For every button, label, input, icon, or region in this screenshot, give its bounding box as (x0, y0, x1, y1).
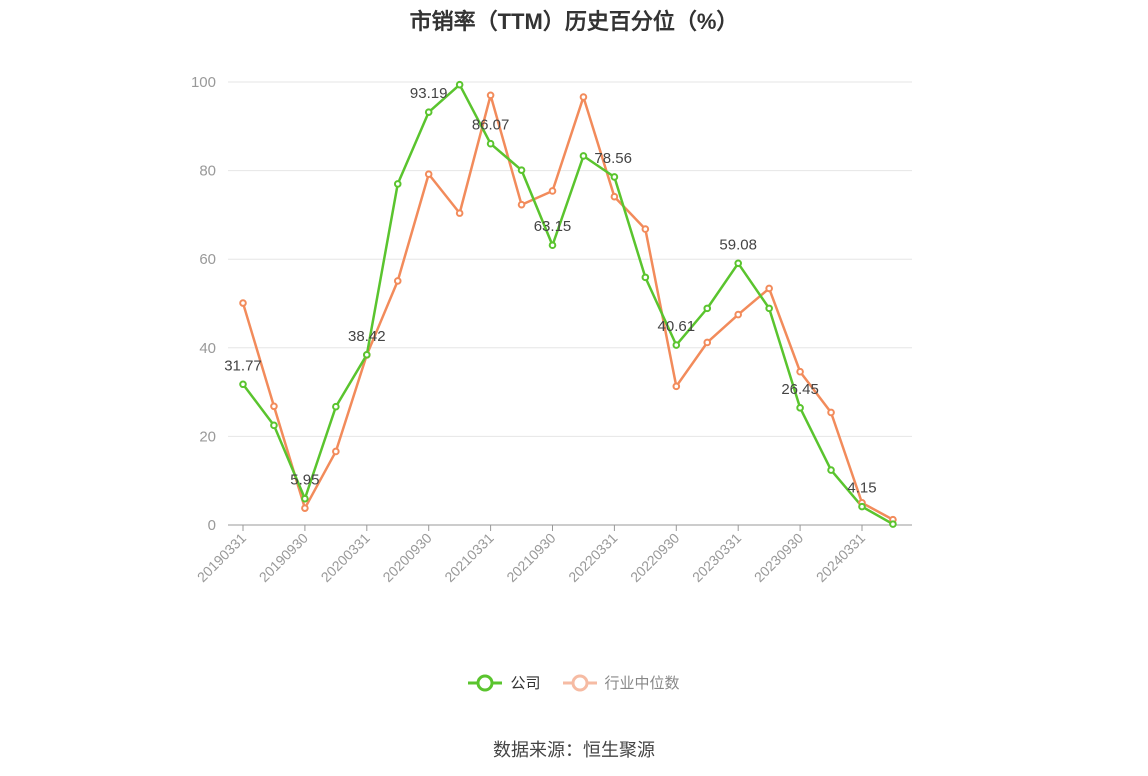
data-label: 40.61 (658, 318, 696, 335)
data-point-company (827, 466, 835, 474)
data-label: 78.56 (594, 150, 632, 167)
data-point-industry (672, 382, 681, 391)
data-point-company (301, 494, 309, 503)
data-label: 59.08 (719, 236, 757, 253)
data-point-industry (301, 504, 309, 512)
series-points (239, 80, 897, 528)
x-tick-label: 20230930 (751, 530, 807, 586)
legend-industry-line-icon (562, 674, 597, 691)
data-label: 26.45 (781, 381, 819, 398)
x-tick-label: 20200930 (379, 530, 435, 586)
data-point-company (393, 180, 402, 188)
data-point-industry (455, 209, 464, 217)
data-point-industry (239, 299, 247, 307)
data-source: 数据来源：恒生聚源 (493, 740, 655, 760)
data-point-company (332, 402, 340, 411)
x-tick-label: 20240331 (813, 530, 869, 586)
data-point-company (889, 520, 897, 528)
data-point-industry (827, 408, 835, 417)
data-label: 4.15 (847, 480, 876, 497)
data-point-company (363, 350, 371, 359)
data-point-company (239, 380, 247, 389)
data-point-industry (270, 402, 278, 411)
data-point-industry (734, 310, 743, 319)
data-point-company (796, 404, 804, 412)
data-point-industry (765, 284, 773, 293)
data-point-company (672, 341, 681, 349)
data-point-company (579, 152, 588, 160)
y-tick-label: 20 (199, 428, 216, 445)
data-label: 86.07 (472, 117, 510, 134)
grid-lines (228, 81, 912, 437)
data-labels: 31.77 5.95 38.42 93.19 86.07 63.15 78.56 40.61 5… (224, 85, 876, 496)
data-label: 93.19 (410, 85, 448, 102)
data-point-industry (548, 187, 557, 195)
data-point-company (424, 108, 433, 116)
legend-company-line-icon (468, 674, 503, 691)
data-point-industry (579, 93, 588, 101)
x-tick-label: 20230331 (689, 530, 745, 586)
chart-title: 市销率（TTM）历史百分位（%） (409, 9, 739, 34)
data-point-company (641, 273, 650, 282)
data-point-company (765, 304, 773, 313)
data-point-industry (332, 447, 340, 456)
series-lines (241, 83, 895, 526)
x-tick-label: 20220331 (565, 530, 621, 586)
data-point-company (858, 502, 866, 511)
legend-item-industry[interactable]: 行业中位数 (562, 672, 680, 693)
legend-item-company[interactable]: 公司 (468, 672, 541, 693)
x-tick-label: 20190331 (194, 530, 250, 586)
legend-company-label: 公司 (510, 675, 541, 692)
series-line-company (241, 83, 895, 526)
data-point-industry (393, 277, 402, 285)
data-label: 63.15 (534, 218, 572, 235)
y-tick-label: 0 (208, 517, 216, 534)
line-chart: 0 20 40 60 80 100 20190331 20190930 20200331 2020… (191, 74, 912, 585)
data-point-company (610, 173, 619, 181)
data-point-industry (424, 170, 433, 178)
data-point-company (486, 139, 495, 148)
data-point-company (703, 304, 712, 313)
data-point-company (517, 166, 526, 174)
series-line-industry (241, 94, 895, 521)
x-tick-label: 20220930 (627, 530, 683, 586)
data-point-company (270, 421, 278, 430)
data-point-industry (610, 192, 619, 201)
data-point-industry (703, 338, 712, 347)
y-tick-label: 80 (199, 163, 216, 180)
data-point-industry (641, 225, 650, 233)
data-label: 31.77 (224, 357, 262, 374)
data-point-company (548, 241, 557, 250)
x-tick-label: 20190930 (256, 530, 312, 586)
axes: 0 20 40 60 80 100 20190331 20190930 20200331 2020… (191, 74, 912, 585)
y-tick-label: 60 (199, 251, 216, 268)
data-label: 5.95 (290, 472, 319, 489)
legend: 公司 行业中位数 (0, 672, 1148, 693)
x-tick-label: 20210930 (503, 530, 559, 586)
data-label: 38.42 (348, 328, 386, 345)
data-point-industry (486, 91, 495, 100)
x-tick-label: 20210331 (441, 530, 497, 586)
y-tick-label: 40 (199, 340, 216, 357)
data-point-company (455, 80, 464, 89)
data-point-company (734, 259, 743, 268)
legend-industry-label: 行业中位数 (604, 675, 680, 692)
data-point-industry (796, 367, 804, 376)
x-tick-label: 20200331 (318, 530, 374, 586)
y-tick-label: 100 (191, 74, 216, 91)
data-point-industry (517, 200, 526, 209)
